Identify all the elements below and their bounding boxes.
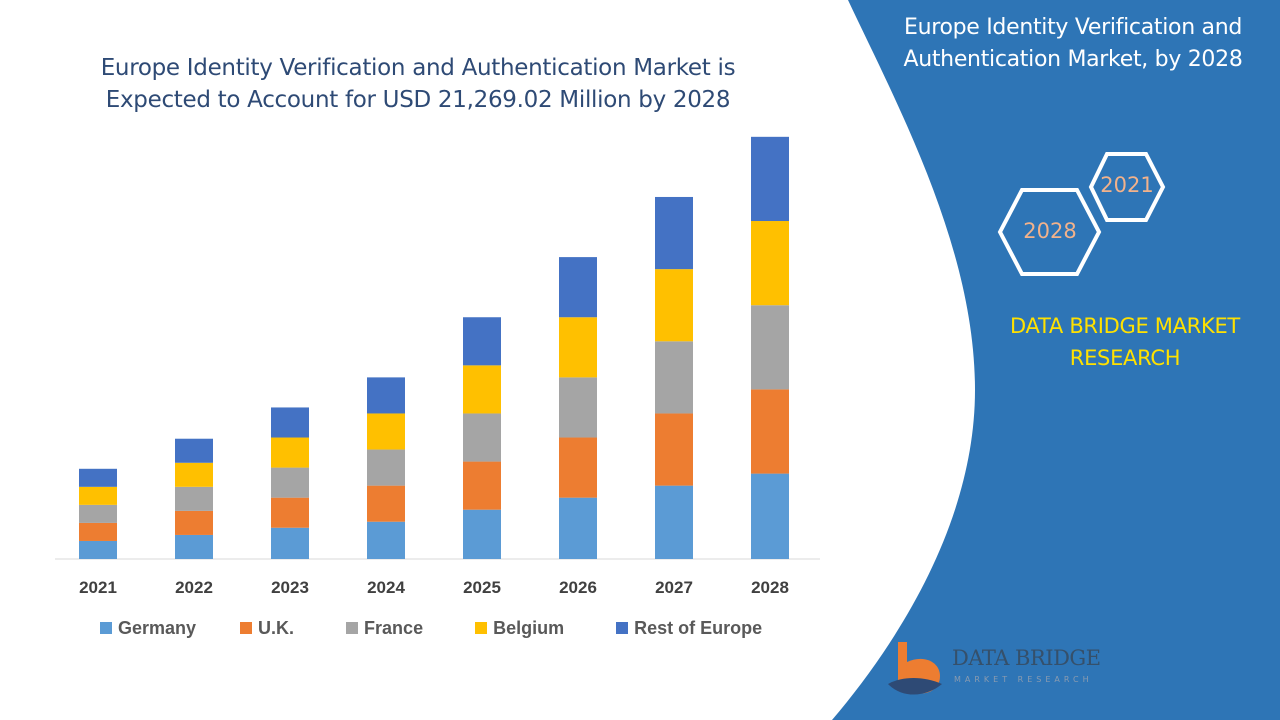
bar-2028-france: [751, 305, 789, 390]
bar-2024-belgium: [367, 413, 405, 450]
bar-2025-france: [463, 413, 501, 462]
bar-2024-u-k: [367, 485, 405, 522]
bar-2027-germany: [655, 485, 693, 559]
bar-2027-belgium: [655, 269, 693, 342]
legend-item: Germany: [100, 618, 196, 639]
x-tick-label: 2021: [79, 578, 117, 597]
x-tick-label: 2023: [271, 578, 309, 597]
legend-item: U.K.: [240, 618, 294, 639]
bar-2026-france: [559, 377, 597, 438]
logo-mark-icon: [888, 642, 942, 695]
bar-2023-belgium: [271, 437, 309, 468]
hex-year-2021: 2021: [1100, 173, 1154, 197]
bar-2026-germany: [559, 497, 597, 559]
legend-swatch: [475, 622, 488, 634]
bar-2021-france: [79, 504, 117, 523]
bar-2025-u-k: [463, 461, 501, 510]
bar-2024-rest-of-europe: [367, 377, 405, 414]
legend-swatch: [100, 622, 112, 634]
panel-title-line1: Europe Identity Verification and: [903, 15, 1243, 40]
brand-panel: [832, 0, 1280, 720]
legend-item: Belgium: [475, 618, 564, 639]
bars-group: [79, 136, 789, 559]
bar-2026-rest-of-europe: [559, 257, 597, 318]
chart-title-line1: Europe Identity Verification and Authent…: [100, 55, 736, 81]
legend-label: Rest of Europe: [634, 617, 763, 638]
chart-title: Europe Identity Verification and Authent…: [60, 52, 776, 116]
legend-item: Rest of Europe: [616, 618, 762, 639]
stacked-bar-chart: 2021 2022 2023 2024 2025 2026 2027 2028: [55, 136, 820, 597]
logo-subtitle: MARKET RESEARCH: [954, 675, 1093, 684]
x-tick-label: 2026: [559, 578, 597, 597]
legend-label: U.K.: [258, 617, 295, 638]
bar-2028-germany: [751, 473, 789, 559]
x-tick-label: 2028: [751, 578, 789, 597]
bar-2021-germany: [79, 540, 117, 559]
bar-2028-u-k: [751, 389, 789, 474]
bar-2021-u-k: [79, 522, 117, 541]
bar-2028-belgium: [751, 221, 789, 306]
bar-2023-rest-of-europe: [271, 407, 309, 438]
brand-text-line1: DATA BRIDGE MARKET: [1010, 314, 1240, 338]
x-tick-label: 2024: [367, 578, 405, 597]
bar-2022-france: [175, 486, 213, 511]
hexagon-2028: [997, 188, 1102, 276]
bar-2024-france: [367, 449, 405, 486]
bar-2021-rest-of-europe: [79, 468, 117, 487]
x-tick-label: 2027: [655, 578, 693, 597]
bar-2027-u-k: [655, 413, 693, 486]
bar-2026-belgium: [559, 317, 597, 378]
brand-text-line2: RESEARCH: [1069, 346, 1181, 370]
bar-2027-rest-of-europe: [655, 196, 693, 270]
x-tick-label: 2022: [175, 578, 213, 597]
legend-item: France: [346, 618, 423, 639]
bar-2027-france: [655, 341, 693, 414]
bar-2026-u-k: [559, 437, 597, 498]
legend-swatch: [240, 622, 253, 634]
hex-year-2028: 2028: [1023, 219, 1077, 243]
panel-title: Europe Identity Verification and Authent…: [880, 12, 1266, 76]
bar-2025-rest-of-europe: [463, 317, 501, 366]
x-tick-label: 2025: [463, 578, 501, 597]
bar-2023-germany: [271, 527, 309, 559]
legend-swatch: [346, 622, 359, 634]
bar-2022-u-k: [175, 510, 213, 535]
bar-2022-belgium: [175, 462, 213, 487]
legend-label: Germany: [118, 617, 197, 638]
legend-label: France: [364, 617, 424, 638]
brand-text: DATA BRIDGE MARKET RESEARCH: [975, 310, 1275, 374]
company-logo: DATA BRIDGE MARKET RESEARCH: [884, 640, 1104, 702]
panel-title-line2: Authentication Market, by 2028: [903, 47, 1243, 72]
bar-2025-germany: [463, 509, 501, 559]
chart-legend: Germany U.K. France Belgium Rest of Europe: [100, 616, 762, 640]
x-tick-labels: 2021 2022 2023 2024 2025 2026 2027 2028: [79, 578, 789, 597]
bar-2023-u-k: [271, 497, 309, 528]
bar-2024-germany: [367, 521, 405, 559]
bar-2022-rest-of-europe: [175, 438, 213, 463]
logo-name: DATA BRIDGE: [952, 646, 1101, 670]
bar-2028-rest-of-europe: [751, 136, 789, 222]
bar-2025-belgium: [463, 365, 501, 414]
legend-label: Belgium: [493, 617, 565, 638]
chart-title-line2: Expected to Account for USD 21,269.02 Mi…: [105, 87, 731, 113]
legend-swatch: [616, 622, 629, 634]
bar-2021-belgium: [79, 486, 117, 505]
bar-2023-france: [271, 467, 309, 498]
bar-2022-germany: [175, 534, 213, 559]
hexagon-2021: [1088, 152, 1166, 222]
